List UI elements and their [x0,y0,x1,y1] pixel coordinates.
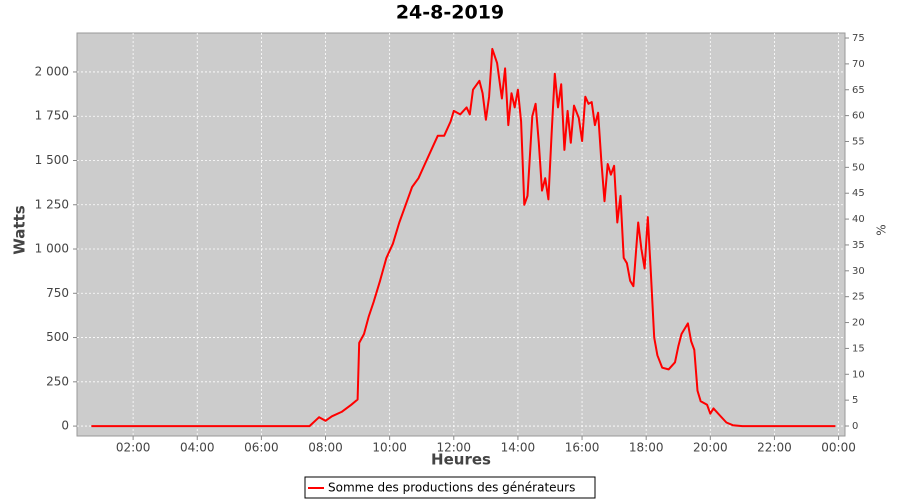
y-tick-label: 1 000 [35,242,69,256]
x-tick-label: 04:00 [180,441,215,455]
plot-area [76,32,846,437]
y2-tick-label: 15 [852,343,865,354]
y2-tick-label: 75 [852,33,865,44]
y-tick-label: 250 [46,374,69,388]
y2-tick-label: 30 [852,266,865,277]
y2-tick-label: 5 [852,395,858,406]
chart-title: 24-8-2019 [396,2,504,24]
x-tick-label: 16:00 [565,441,600,455]
y2-tick-label: 50 [852,162,865,173]
x-tick-label: 10:00 [372,441,407,455]
legend [304,476,596,499]
x-tick-label: 14:00 [501,441,536,455]
y-tick-label: 1 250 [35,197,69,211]
y-tick-label: 750 [46,286,69,300]
x-tick-label: 22:00 [757,441,792,455]
y2-tick-label: 55 [852,136,865,147]
y-tick-label: 2 000 [35,64,69,78]
x-tick-label: 18:00 [629,441,664,455]
y-axis-label: Watts [11,205,29,254]
y2-tick-label: 25 [852,292,865,303]
x-tick-label: 06:00 [244,441,279,455]
y2-tick-label: 35 [852,240,865,251]
x-tick-label: 08:00 [308,441,343,455]
series-line [91,47,836,428]
y2-axis-label: % [875,224,889,235]
x-tick-label: 02:00 [116,441,151,455]
y-tick-label: 1 500 [35,153,69,167]
y2-tick-label: 70 [852,59,865,70]
y2-tick-label: 65 [852,85,865,96]
y2-tick-label: 40 [852,214,865,225]
y-tick-label: 1 750 [35,109,69,123]
x-tick-label: 20:00 [693,441,728,455]
x-axis-label: Heures [431,451,491,469]
y-tick-label: 0 [61,419,69,433]
y2-tick-label: 10 [852,369,865,380]
y2-tick-label: 60 [852,111,865,122]
x-tick-label: 12:00 [436,441,471,455]
y-tick-label: 500 [46,330,69,344]
x-tick-label: 00:00 [821,441,856,455]
y2-tick-label: 45 [852,188,865,199]
legend-label: Somme des productions des générateurs [328,481,575,495]
y2-tick-label: 20 [852,318,865,329]
y2-tick-label: 0 [852,421,858,432]
